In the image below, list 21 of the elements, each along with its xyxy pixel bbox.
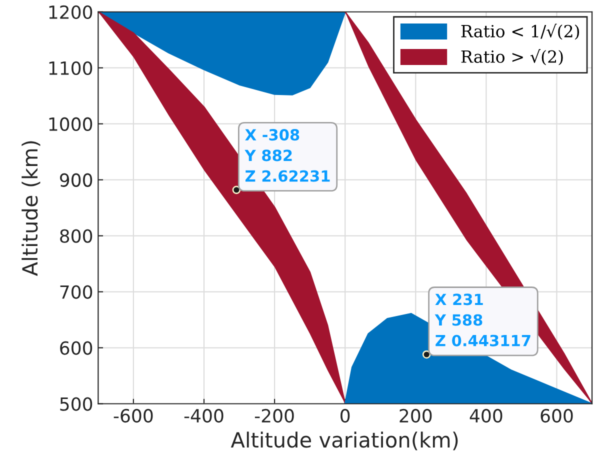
y-tick-label: 800 — [60, 229, 92, 243]
x-axis-title: Altitude variation(km) — [230, 432, 458, 450]
x-tick-label: 0 — [340, 408, 350, 423]
y-tick-label: 900 — [60, 173, 92, 187]
annotation: X 231 Y 588 Z 0.443117 — [434, 294, 530, 346]
y-tick-label: 600 — [60, 341, 92, 355]
x-tick-label: -200 — [254, 408, 294, 423]
y-tick-label: 1200 — [49, 5, 92, 19]
y-tick-label: 1100 — [49, 61, 92, 75]
x-tick-label: -600 — [114, 408, 153, 423]
y-tick-label: 500 — [60, 397, 92, 411]
legend-label: Ratio < 1/√(2) — [461, 24, 580, 40]
x-tick-label: 200 — [400, 408, 432, 423]
annotation: X -308 Y 882 Z 2.62231 — [244, 129, 330, 182]
y-tick-label: 1000 — [49, 117, 92, 131]
y-axis-title: Altitude (km) — [22, 141, 40, 276]
x-tick-label: 600 — [540, 408, 573, 423]
legend-label: Ratio > √(2) — [461, 49, 563, 66]
x-tick-label: 400 — [470, 408, 502, 423]
y-tick-label: 700 — [60, 285, 92, 299]
x-tick-label: -400 — [184, 408, 224, 423]
